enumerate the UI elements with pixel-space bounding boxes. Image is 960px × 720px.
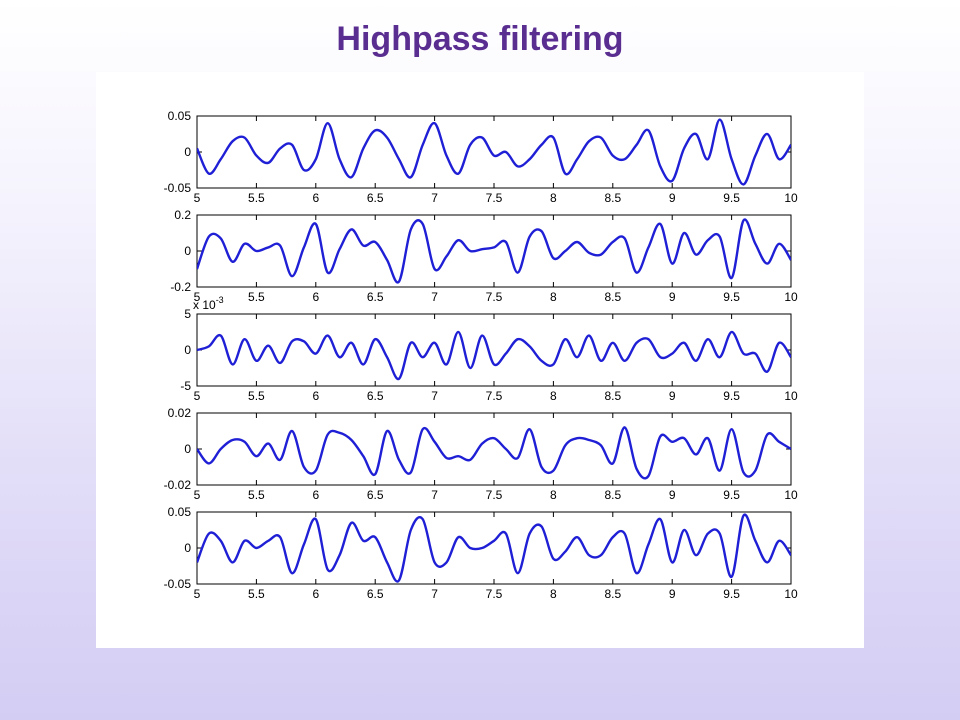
x-tick-label: 7.5 bbox=[486, 290, 503, 304]
subplot-1: 5 5.5 6 6.5 7 7.5 8 8.5 9 9.5 10 0.05 0 -0.05 bbox=[164, 109, 798, 205]
x-tick-label: 6 bbox=[312, 389, 319, 403]
y-tick-label: 0 bbox=[184, 541, 191, 555]
signal-line bbox=[197, 330, 791, 381]
subplot-4: 5 5.5 6 6.5 7 7.5 8 8.5 9 9.5 10 0.02 0 -0.02 bbox=[164, 406, 798, 502]
x-tick-label: 8 bbox=[550, 587, 557, 601]
y-tick-label: 0.02 bbox=[168, 406, 192, 420]
x-tick-label: 6 bbox=[312, 191, 319, 205]
x-tick-label: 7.5 bbox=[486, 488, 503, 502]
axes-box bbox=[196, 412, 792, 486]
x-tick-label: 8 bbox=[550, 290, 557, 304]
x-tick-label: 10 bbox=[784, 587, 798, 601]
y-tick-label: 0 bbox=[184, 244, 191, 258]
y-tick-label: -5 bbox=[180, 379, 191, 393]
y-tick-label: 0.05 bbox=[168, 505, 192, 519]
x-tick-label: 6.5 bbox=[367, 488, 384, 502]
axes-box bbox=[196, 214, 792, 288]
x-tick-label: 5.5 bbox=[248, 191, 265, 205]
x-tick-label: 8 bbox=[550, 488, 557, 502]
x-tick-label: 6 bbox=[312, 290, 319, 304]
x-tick-label: 5 bbox=[194, 488, 201, 502]
x-tick-label: 9 bbox=[669, 587, 676, 601]
x-tick-label: 5 bbox=[194, 290, 201, 304]
y-tick-label: -0.2 bbox=[170, 280, 191, 294]
x-tick-label: 7.5 bbox=[486, 191, 503, 205]
x-tick-label: 8.5 bbox=[604, 290, 621, 304]
x-tick-label: 9.5 bbox=[723, 191, 740, 205]
x-tick-label: 8.5 bbox=[604, 191, 621, 205]
x-tick-label: 8.5 bbox=[604, 488, 621, 502]
signal-line bbox=[197, 426, 791, 480]
y-tick-label: 0 bbox=[184, 442, 191, 456]
x-tick-label: 5 bbox=[194, 389, 201, 403]
x-tick-label: 7 bbox=[431, 191, 438, 205]
subplot-2: 5 5.5 6 6.5 7 7.5 8 8.5 9 9.5 10 0.2 0 -0.2 bbox=[170, 208, 798, 304]
y-exponent-label: x 10-3 bbox=[193, 295, 224, 312]
x-tick-label: 7 bbox=[431, 488, 438, 502]
y-tick-label: 0 bbox=[184, 145, 191, 159]
x-tick-label: 9.5 bbox=[723, 488, 740, 502]
x-tick-label: 5.5 bbox=[248, 389, 265, 403]
x-tick-label: 6.5 bbox=[367, 389, 384, 403]
x-tick-label: 5.5 bbox=[248, 290, 265, 304]
x-tick-label: 7 bbox=[431, 290, 438, 304]
signal-line bbox=[197, 118, 791, 186]
x-tick-label: 10 bbox=[784, 290, 798, 304]
x-tick-label: 9.5 bbox=[723, 389, 740, 403]
x-tick-label: 9 bbox=[669, 191, 676, 205]
x-tick-label: 8 bbox=[550, 389, 557, 403]
signal-line bbox=[197, 513, 791, 583]
x-tick-label: 5.5 bbox=[248, 587, 265, 601]
y-tick-label: -0.05 bbox=[164, 181, 192, 195]
x-tick-label: 7 bbox=[431, 587, 438, 601]
x-tick-label: 6.5 bbox=[367, 587, 384, 601]
x-tick-label: 9.5 bbox=[723, 290, 740, 304]
x-tick-label: 10 bbox=[784, 191, 798, 205]
x-tick-label: 8 bbox=[550, 191, 557, 205]
x-tick-label: 5.5 bbox=[248, 488, 265, 502]
y-tick-label: 0.05 bbox=[168, 109, 192, 123]
slide-title: Highpass filtering bbox=[336, 20, 624, 58]
x-tick-label: 9 bbox=[669, 290, 676, 304]
y-tick-label: -0.05 bbox=[164, 577, 192, 591]
signal-line bbox=[197, 218, 791, 284]
y-tick-label: 0.2 bbox=[174, 208, 191, 222]
x-tick-label: 8.5 bbox=[604, 587, 621, 601]
x-tick-label: 8.5 bbox=[604, 389, 621, 403]
x-tick-label: 6 bbox=[312, 488, 319, 502]
x-tick-label: 9 bbox=[669, 488, 676, 502]
subplot-5: 5 5.5 6 6.5 7 7.5 8 8.5 9 9.5 10 0.05 0 -0.05 bbox=[164, 505, 798, 601]
x-tick-label: 10 bbox=[784, 389, 798, 403]
x-tick-label: 6 bbox=[312, 587, 319, 601]
figure-panel: 5 5.5 6 6.5 7 7.5 8 8.5 9 9.5 10 0.05 0 -0.05 5 5.5 6 6.5… bbox=[96, 72, 864, 648]
x-tick-label: 9.5 bbox=[723, 587, 740, 601]
x-tick-label: 7.5 bbox=[486, 389, 503, 403]
y-tick-label: 0 bbox=[184, 343, 191, 357]
x-tick-label: 5 bbox=[194, 587, 201, 601]
x-tick-label: 9 bbox=[669, 389, 676, 403]
subplot-3: 5 5.5 6 6.5 7 7.5 8 8.5 9 9.5 10 5 0 -5 x 10-3 bbox=[180, 295, 798, 403]
x-tick-label: 6.5 bbox=[367, 191, 384, 205]
x-tick-label: 5 bbox=[194, 191, 201, 205]
highpass-plots: 5 5.5 6 6.5 7 7.5 8 8.5 9 9.5 100.050-0.055 5.5 6 6.5… bbox=[164, 109, 798, 601]
y-tick-label: -0.02 bbox=[164, 478, 192, 492]
y-tick-label: 5 bbox=[184, 307, 191, 321]
x-tick-label: 7 bbox=[431, 389, 438, 403]
x-tick-label: 6.5 bbox=[367, 290, 384, 304]
x-tick-label: 7.5 bbox=[486, 587, 503, 601]
x-tick-label: 10 bbox=[784, 488, 798, 502]
